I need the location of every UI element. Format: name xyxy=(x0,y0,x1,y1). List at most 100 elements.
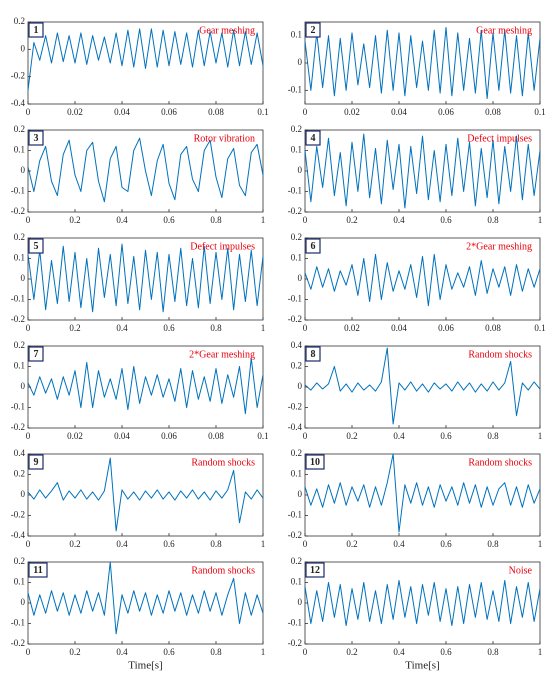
panel-number: 3 xyxy=(34,133,39,144)
annotation: Defect impulses xyxy=(190,241,255,252)
y-tick-label: 0.1 xyxy=(291,145,302,155)
y-tick-label: -0.1 xyxy=(11,402,25,412)
y-tick-label: -0.2 xyxy=(11,206,25,216)
y-tick-label: 0.2 xyxy=(14,469,25,479)
y-tick-label: 0.1 xyxy=(291,469,302,479)
x-tick-label: 0 xyxy=(303,647,308,657)
panel-number-box xyxy=(28,454,44,470)
x-axis-label: Time[s] xyxy=(405,660,439,672)
x-tick-label: 0.6 xyxy=(440,539,452,549)
signal-line xyxy=(27,137,264,203)
panel-number: 10 xyxy=(310,457,320,468)
x-tick-label: 0.2 xyxy=(69,539,80,549)
panel-number-box xyxy=(28,346,44,362)
x-tick-label: 0 xyxy=(303,431,308,441)
x-tick-label: 0.06 xyxy=(161,107,177,117)
annotation: Noise xyxy=(509,565,533,576)
y-tick-label: 0 xyxy=(298,489,303,499)
x-tick-label: 0.08 xyxy=(485,323,501,333)
x-tick-label: 0 xyxy=(26,323,31,333)
x-tick-label: 0.4 xyxy=(116,647,128,657)
axes-frame xyxy=(27,345,264,429)
panel-number-box xyxy=(28,130,44,146)
x-tick-label: 0.4 xyxy=(116,215,128,225)
panel-number-box xyxy=(305,346,321,362)
panel-number-box xyxy=(305,238,321,254)
x-tick-label: 1 xyxy=(261,647,266,657)
signal-line xyxy=(27,457,264,532)
x-tick-label: 0.06 xyxy=(161,431,177,441)
x-tick-label: 0 xyxy=(26,647,31,657)
y-tick-label: -0.2 xyxy=(288,530,302,540)
y-tick-label: 0.2 xyxy=(291,361,302,371)
panel-number-box xyxy=(305,454,325,470)
y-tick-label: 0 xyxy=(21,165,26,175)
y-tick-label: -0.1 xyxy=(288,84,302,94)
x-tick-label: 0 xyxy=(26,431,31,441)
y-tick-label: 0.1 xyxy=(291,577,302,587)
x-tick-label: 0.1 xyxy=(257,431,268,441)
panel-number-box xyxy=(28,562,48,578)
signal-line xyxy=(304,347,541,425)
panel-number: 5 xyxy=(34,241,39,252)
y-tick-label: 0.1 xyxy=(14,145,25,155)
x-tick-label: 0.8 xyxy=(210,647,222,657)
x-tick-label: 1 xyxy=(261,539,266,549)
y-tick-label: 0.2 xyxy=(291,232,302,242)
x-tick-label: 0.8 xyxy=(487,431,499,441)
x-tick-label: 0.4 xyxy=(393,539,405,549)
y-tick-label: 0 xyxy=(298,165,303,175)
x-tick-label: 0.08 xyxy=(208,107,224,117)
y-tick-label: -0.2 xyxy=(11,638,25,648)
x-tick-label: 0.6 xyxy=(440,647,452,657)
y-tick-label: 0.2 xyxy=(14,556,25,566)
x-tick-label: 0.4 xyxy=(393,431,405,441)
x-tick-label: 0.6 xyxy=(163,323,175,333)
x-tick-label: 0.8 xyxy=(210,215,222,225)
y-tick-label: -0.4 xyxy=(288,422,303,432)
x-tick-label: 0.8 xyxy=(487,647,499,657)
y-tick-label: -0.1 xyxy=(288,618,302,628)
annotation: Random shocks xyxy=(191,565,255,576)
panel-number-box xyxy=(28,238,44,254)
y-tick-label: -0.1 xyxy=(11,294,25,304)
x-tick-label: 0.04 xyxy=(391,107,407,117)
x-tick-label: 0.6 xyxy=(163,215,175,225)
x-tick-label: 1 xyxy=(261,323,266,333)
x-tick-label: 0.4 xyxy=(116,539,128,549)
x-tick-label: 0.4 xyxy=(393,647,405,657)
signal-line xyxy=(304,26,541,100)
panel-number: 7 xyxy=(34,349,39,360)
panel-number: 12 xyxy=(310,565,320,576)
x-tick-label: 1 xyxy=(538,647,543,657)
x-tick-label: 0.08 xyxy=(208,431,224,441)
y-tick-label: -0.1 xyxy=(11,186,25,196)
y-tick-label: 0 xyxy=(21,597,26,607)
x-tick-label: 0 xyxy=(26,215,31,225)
x-tick-label: 0 xyxy=(26,107,31,117)
y-tick-label: -0.1 xyxy=(288,510,302,520)
x-tick-label: 0.2 xyxy=(346,539,357,549)
annotation: Rotor vibration xyxy=(194,133,255,144)
y-tick-label: 0.2 xyxy=(291,448,302,458)
y-tick-label: -0.2 xyxy=(288,206,302,216)
panel-number-box xyxy=(28,22,44,38)
x-tick-label: 0.6 xyxy=(163,647,175,657)
y-tick-label: 0 xyxy=(21,381,26,391)
y-tick-label: 0.2 xyxy=(14,16,25,26)
x-tick-label: 0.02 xyxy=(344,107,360,117)
y-tick-label: -0.1 xyxy=(288,294,302,304)
annotation: 2*Gear meshing xyxy=(189,349,255,360)
y-tick-label: -0.2 xyxy=(11,71,25,81)
y-tick-label: 0 xyxy=(298,273,303,283)
x-tick-label: 0 xyxy=(303,323,308,333)
y-tick-label: 0 xyxy=(21,489,26,499)
x-tick-label: 0.8 xyxy=(487,215,499,225)
x-tick-label: 0.1 xyxy=(534,107,545,117)
signal-line xyxy=(304,453,541,533)
panel-number: 9 xyxy=(34,457,39,468)
annotation: Random shocks xyxy=(468,457,532,468)
signal-line xyxy=(27,357,264,415)
